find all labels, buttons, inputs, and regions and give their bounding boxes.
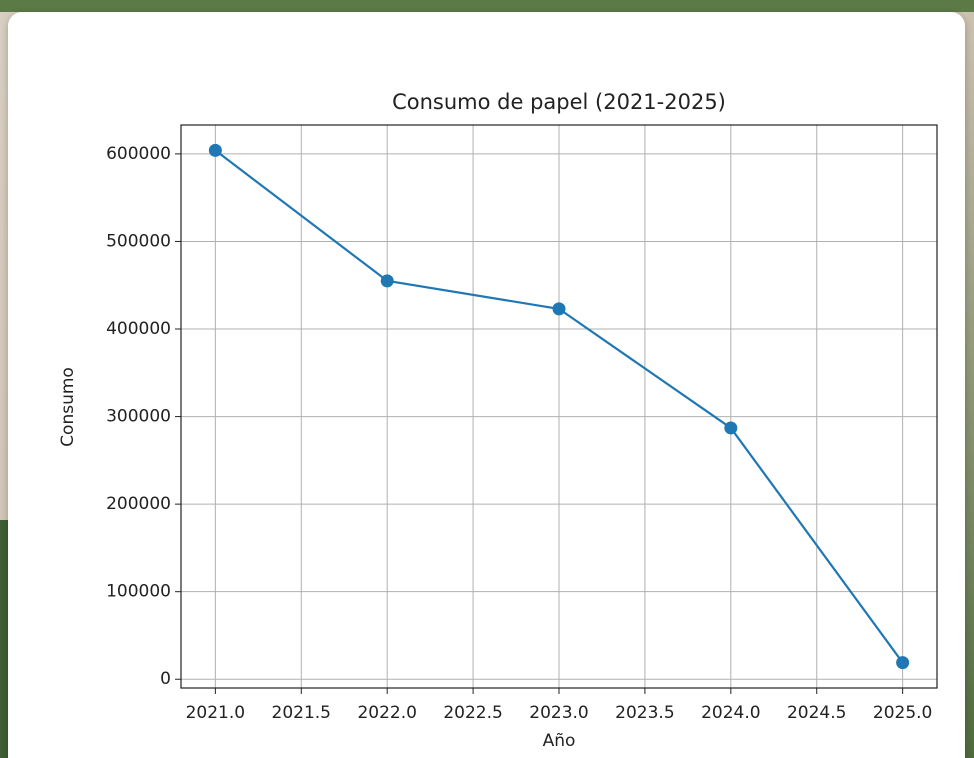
- x-tick-label: 2022.5: [443, 703, 502, 723]
- foliage: [0, 520, 10, 758]
- card: [8, 12, 965, 758]
- marker: [552, 302, 566, 316]
- x-tick-label: 2024.5: [787, 703, 846, 723]
- x-tick-label: 2024.0: [701, 703, 760, 723]
- y-tick-label: 200000: [106, 494, 171, 514]
- x-tick-label: 2022.0: [357, 703, 416, 723]
- marker: [380, 274, 394, 288]
- x-tick-label: 2025.0: [873, 703, 932, 723]
- y-tick-label: 100000: [106, 582, 171, 602]
- y-axis-label: Consumo: [58, 367, 78, 447]
- chart-title: Consumo de papel (2021-2025): [392, 90, 726, 114]
- y-tick-label: 0: [160, 669, 171, 689]
- y-tick-label: 400000: [106, 319, 171, 339]
- x-tick-label: 2021.5: [272, 703, 331, 723]
- marker: [208, 143, 222, 157]
- x-tick-label: 2023.0: [529, 703, 588, 723]
- marker: [896, 656, 910, 670]
- x-axis-label: Año: [543, 731, 576, 751]
- plot-frame: [180, 124, 938, 689]
- x-tick-label: 2021.0: [186, 703, 245, 723]
- y-tick-label: 600000: [106, 144, 171, 164]
- foliage: [0, 0, 974, 12]
- y-tick-label: 300000: [106, 407, 171, 427]
- y-tick-label: 500000: [106, 231, 171, 251]
- x-tick-label: 2023.5: [615, 703, 674, 723]
- marker: [724, 421, 738, 435]
